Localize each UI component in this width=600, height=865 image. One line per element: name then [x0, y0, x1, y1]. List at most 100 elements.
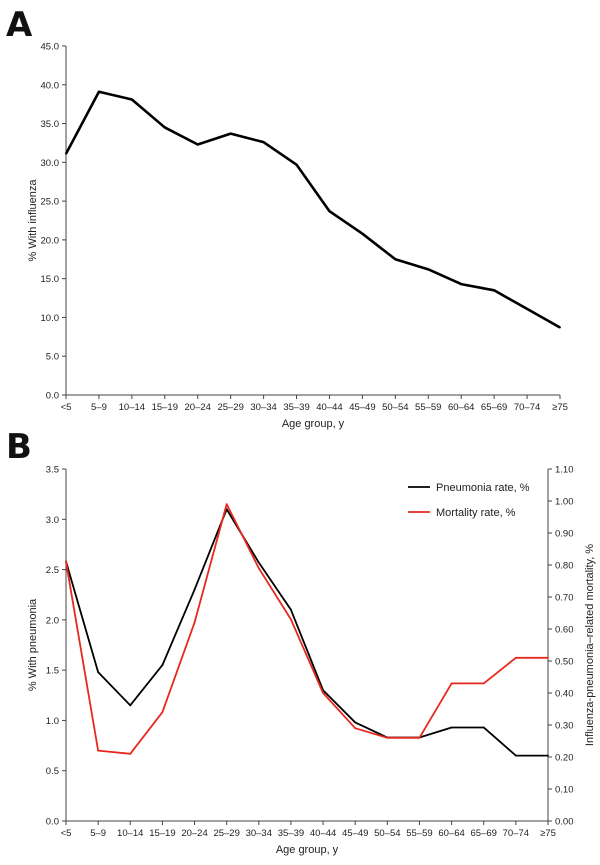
chart-b-series-1-point [97, 671, 100, 674]
chart-b-y-right-tick-label: 0.70 [555, 593, 574, 604]
chart-a-y-tick-label: 35.0 [41, 119, 60, 130]
chart-b-series-2-point [257, 567, 260, 570]
chart-a-x-tick-label: 40–44 [316, 402, 342, 413]
chart-a-x-tick-label: <5 [61, 402, 72, 413]
chart-b-x-tick-label: 5–9 [90, 828, 106, 839]
panel-b-label: B [6, 427, 32, 467]
chart-b-series-1-point [257, 561, 260, 564]
chart-a-series-1-point [427, 268, 430, 271]
chart-b-series-2-point [65, 560, 67, 563]
chart-b-series-2-point [450, 682, 453, 685]
chart-a-y-tick-label: 0.0 [46, 391, 59, 402]
chart-b-series-2-point [290, 618, 292, 621]
chart-a-series-1-point [163, 126, 166, 129]
chart-b-y-right-tick-label: 1.10 [555, 465, 574, 476]
chart-a-series-1-point [526, 308, 528, 310]
chart-a-x-tick-label: 55–59 [415, 402, 441, 413]
chart-a-y-tick-label: 30.0 [41, 158, 60, 169]
chart-b-y-tick-label: 2.0 [46, 615, 59, 626]
chart-a-series-1-point [98, 90, 100, 93]
chart-a-x-tick-label: ≥75 [552, 402, 568, 413]
chart-b-legend-label-2: Mortality rate, % [436, 507, 516, 519]
chart-b-x-tick-label: 60–64 [438, 828, 464, 839]
chart-b-series-1-line [65, 508, 548, 757]
chart-b-series-2-line [65, 503, 548, 755]
chart-a-series-1-point [262, 141, 265, 144]
chart-b-x-tick-label: 10–14 [117, 828, 143, 839]
chart-b-series-2-point [193, 621, 196, 624]
chart-a-series-1-point [493, 289, 496, 292]
chart-b-y-tick-label: 0.0 [46, 817, 59, 828]
chart-a-x-tick-label: 45–49 [349, 402, 375, 413]
chart-a-x-tick-label: 30–34 [250, 402, 276, 413]
chart-b-x-tick-label: 45–49 [342, 828, 368, 839]
chart-b-x-tick-label: 65–69 [471, 828, 497, 839]
chart-b-series-1-point [354, 721, 357, 724]
chart-b-series-2-point [225, 503, 228, 506]
chart-b-x-tick-label: 55–59 [406, 828, 432, 839]
chart-b-x-tick-label: 35–39 [278, 828, 304, 839]
chart-a-x-tick-label: 15–19 [152, 402, 178, 413]
chart-b-series-2-point [547, 656, 549, 659]
chart-b-y-right-tick-label: 0.10 [555, 785, 574, 796]
chart-a-series-1-point [130, 98, 133, 101]
chart-b-legend-label-1: Pneumonia rate, % [436, 482, 530, 494]
chart-b-x-tick-label: 40–44 [310, 828, 336, 839]
chart-a-x-tick-label: 25–29 [217, 402, 243, 413]
chart-a-series-1-point [295, 163, 298, 166]
chart-b-series-2-point [418, 736, 421, 739]
chart-b-y-tick-label: 1.5 [46, 666, 59, 677]
chart-b-series-2-point [322, 692, 324, 694]
chart-a-series-1-point [229, 132, 232, 135]
chart-b-x-tick-label: <5 [61, 828, 72, 839]
chart-a-x-tick-label: 70–74 [514, 402, 540, 413]
chart-b-series-2-point [129, 752, 132, 755]
chart-b-x-tick-label: 20–24 [181, 828, 207, 839]
chart-b-x-tick-label: 30–34 [246, 828, 272, 839]
chart-b-series-2-point [161, 711, 164, 714]
chart-b-series-2-point [386, 736, 389, 739]
chart-b-series-1-point [193, 588, 196, 591]
chart-b-x-axis-title: Age group, y [276, 844, 339, 856]
chart-b-series-1-point [290, 608, 292, 611]
chart-b-y-right-tick-label: 0.40 [555, 689, 574, 700]
chart-b-x-tick-label: ≥75 [540, 828, 556, 839]
chart-b-y-axis-title-right: Influenza-pneumonia–related mortality, % [584, 544, 596, 746]
chart-b-series-2-point [482, 682, 485, 685]
chart-a-y-tick-label: 25.0 [41, 197, 60, 208]
chart-b-series-2-point [97, 749, 100, 752]
chart-a-series-1-point [361, 232, 364, 235]
chart-a-y-tick-label: 15.0 [41, 274, 60, 285]
chart-a-series-1-point [328, 210, 331, 213]
chart-b-y-right-tick-label: 0.80 [555, 561, 574, 572]
chart-b-y-tick-label: 3.0 [46, 515, 59, 526]
chart-b-y-right-tick-label: 0.00 [555, 817, 574, 828]
chart-b-x-tick-label: 70–74 [503, 828, 529, 839]
chart-a-x-tick-label: 10–14 [119, 402, 145, 413]
chart-b-series-2-point [514, 656, 517, 659]
chart-a-x-tick-label: 65–69 [481, 402, 507, 413]
chart-a-y-tick-label: 45.0 [41, 42, 60, 53]
chart-a-x-tick-label: 60–64 [448, 402, 474, 413]
chart-b-series-1-point [482, 726, 485, 729]
chart-b-y-tick-label: 2.5 [46, 565, 59, 576]
chart-b-y-tick-label: 0.5 [46, 766, 59, 777]
chart-b-y-right-tick-label: 0.30 [555, 721, 574, 732]
chart-a-series-1-point [559, 326, 561, 329]
chart-b-series-2-point [354, 727, 357, 730]
chart-b-y-right-tick-label: 1.00 [555, 497, 574, 508]
chart-b-series-1-point [450, 726, 453, 729]
chart-b-y-tick-label: 3.5 [46, 465, 59, 476]
chart-a-x-tick-label: 5–9 [91, 402, 107, 413]
chart-b-y-right-tick-label: 0.60 [555, 625, 574, 636]
chart-a-series-1-point [196, 143, 199, 146]
chart-a-y-tick-label: 5.0 [46, 352, 59, 363]
chart-b-x-tick-label: 15–19 [149, 828, 175, 839]
chart-a-y-tick-label: 20.0 [41, 235, 60, 246]
chart-a-y-tick-label: 40.0 [41, 80, 60, 91]
chart-a-x-tick-label: 35–39 [283, 402, 309, 413]
chart-a-series-1-point [394, 258, 397, 261]
chart-b-y-right-tick-label: 0.50 [555, 657, 574, 668]
chart-b-y-tick-label: 1.0 [46, 716, 59, 727]
